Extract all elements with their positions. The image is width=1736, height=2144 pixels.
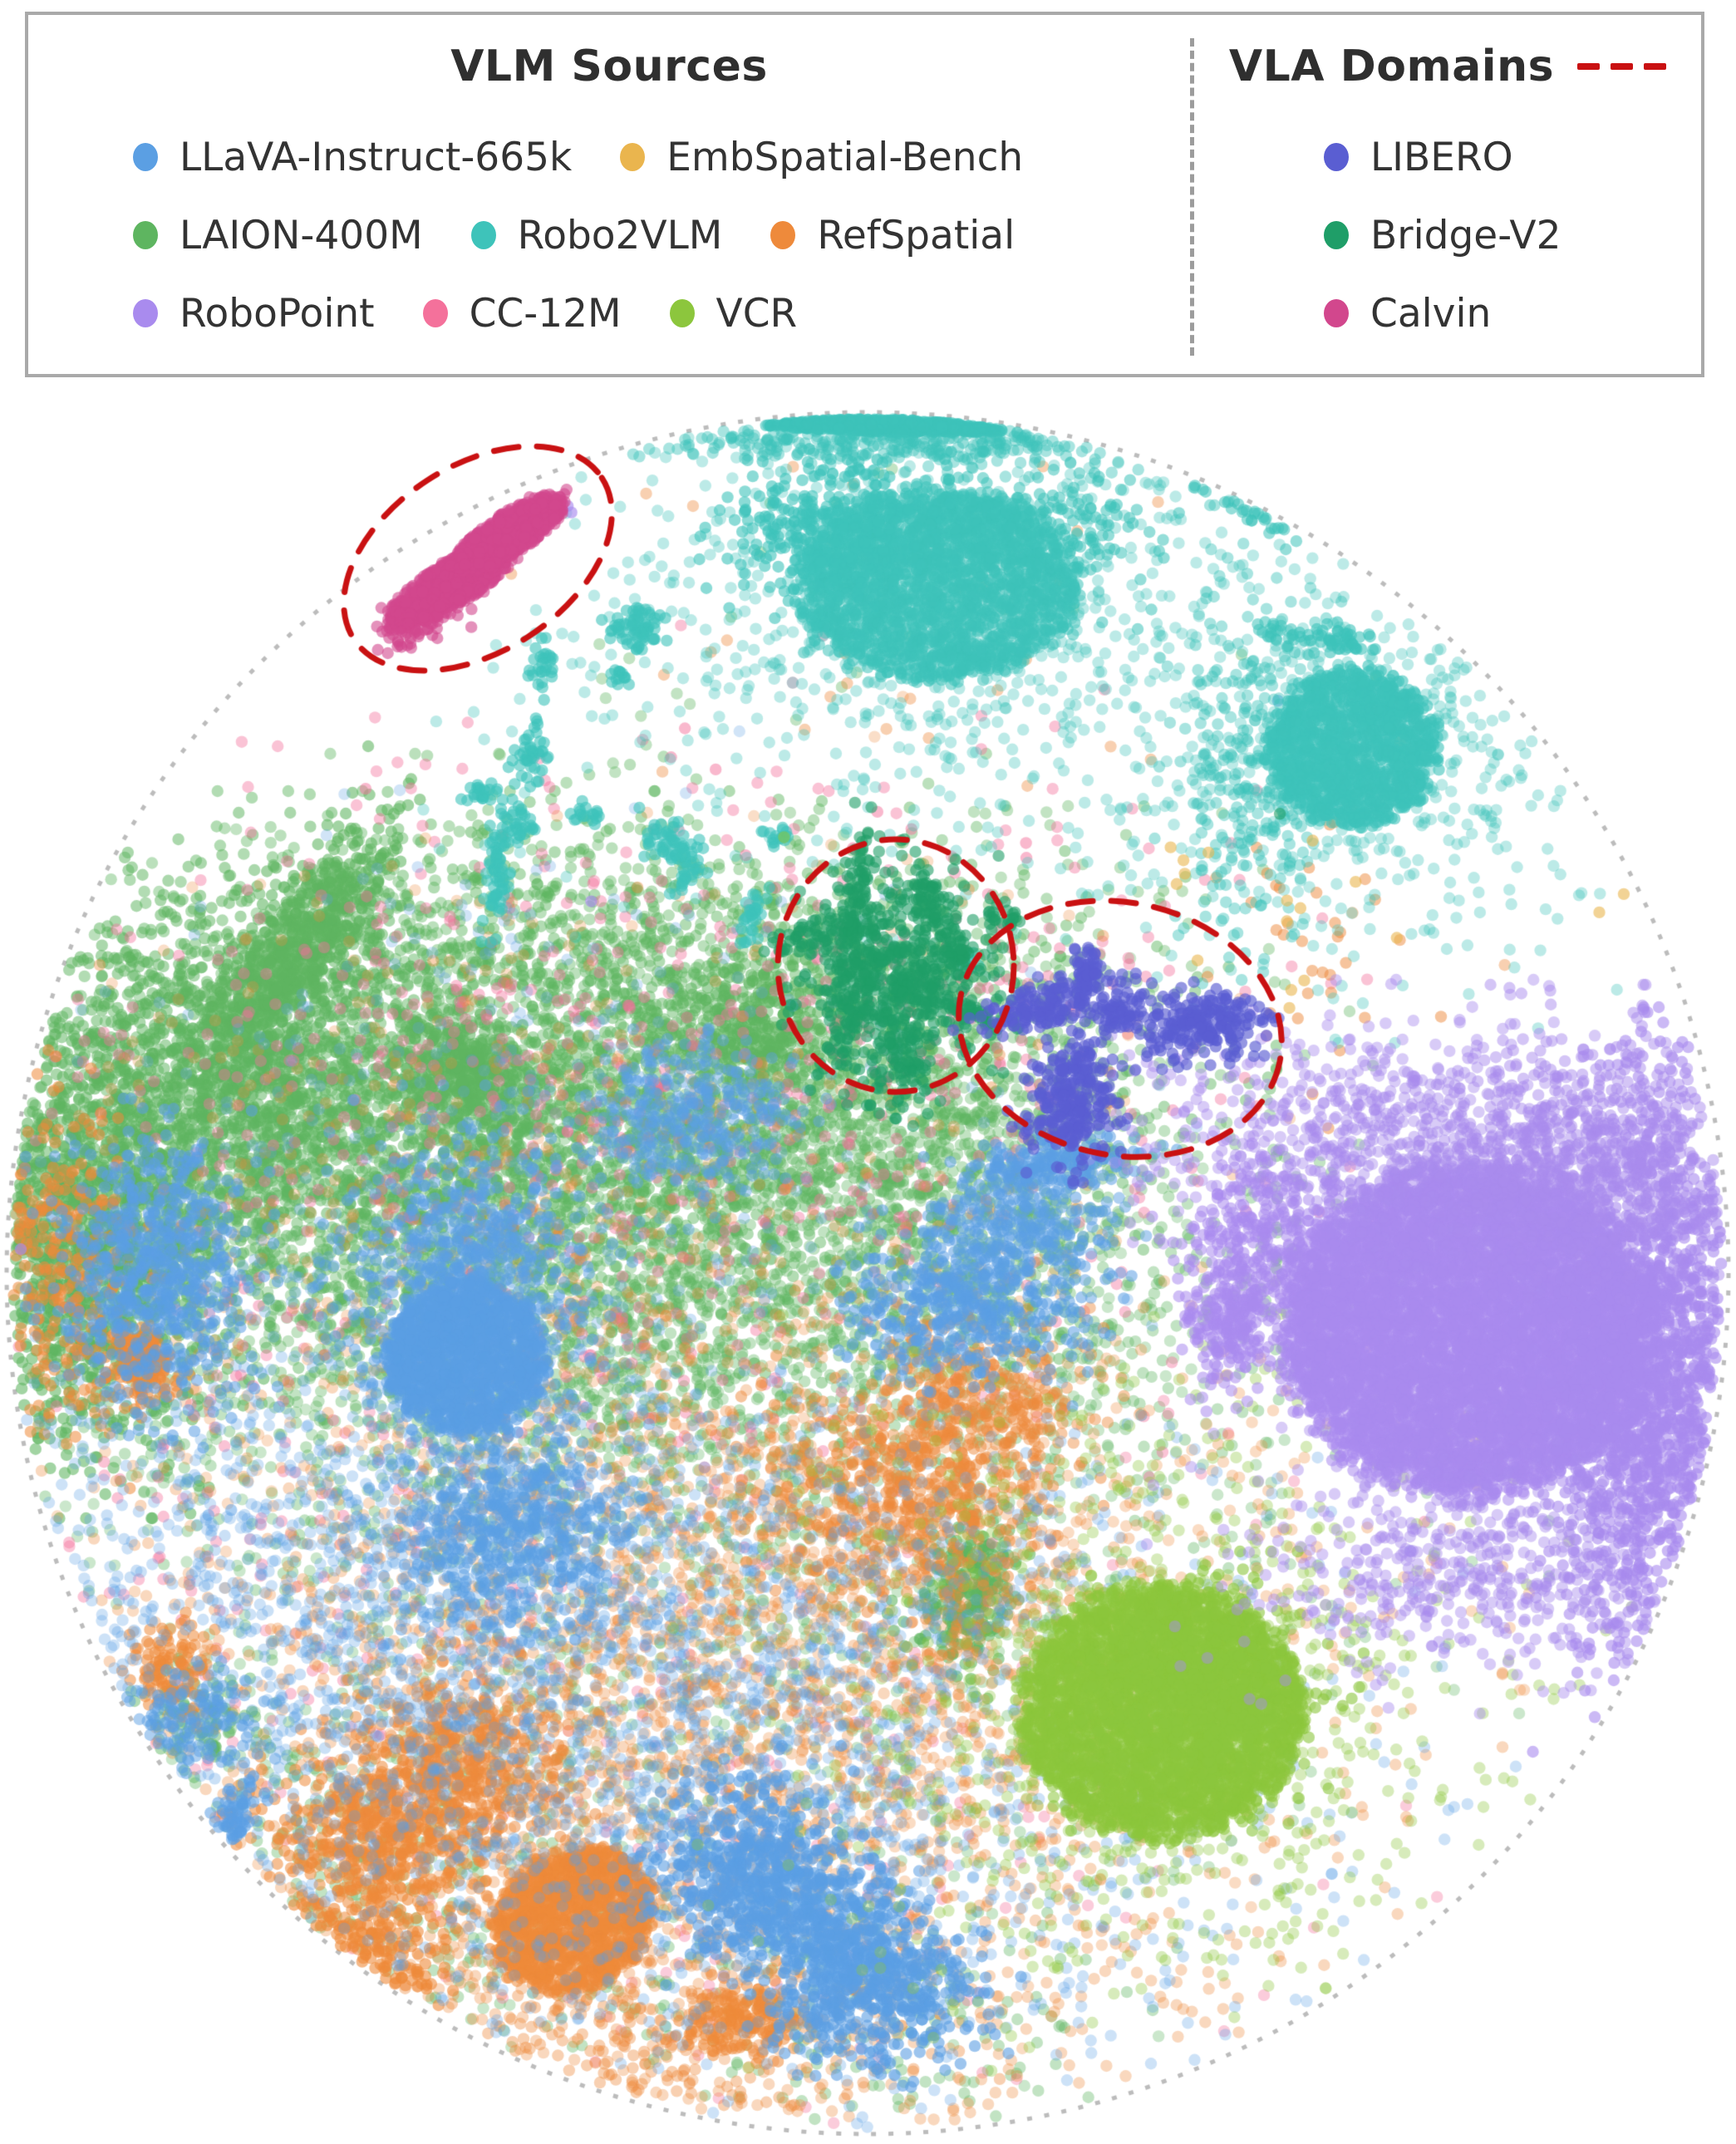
legend-row: Bridge-V2 [1194,196,1701,274]
calvin-dot-icon [1324,299,1349,327]
legend-item-llava: LLaVA-Instruct-665k [133,135,572,180]
llava-dot-icon [133,143,158,171]
refspatial-dot-icon [770,221,796,249]
libero-dot-icon [1324,143,1349,171]
legend-item-label: RoboPoint [180,290,375,337]
legend-row: LLaVA-Instruct-665k EmbSpatial-Bench [28,118,1190,196]
cc12m-dot-icon [422,299,448,327]
legend-item-label: LLaVA-Instruct-665k [180,134,573,180]
legend-item-label: VCR [716,290,798,337]
legend-item-bridge: Bridge-V2 [1324,213,1561,258]
legend-item-label: LAION-400M [180,212,423,258]
legend-item-label: LIBERO [1370,134,1513,180]
legend-box: VLM Sources LLaVA-Instruct-665k EmbSpati… [25,12,1704,377]
red-dashed-ellipse-sample-icon [1577,63,1667,70]
vcr-dot-icon [669,299,695,327]
legend-item-libero: LIBERO [1324,135,1513,180]
embspatial-dot-icon [620,143,646,171]
legend-title-row: VLA Domains [1194,37,1701,96]
legend-item-label: Robo2VLM [517,212,723,258]
legend-item-label: Calvin [1370,290,1492,337]
legend-row: LIBERO [1194,118,1701,196]
legend-divider [1190,38,1194,356]
legend-row: LAION-400M Robo2VLM RefSpatial [28,196,1190,274]
legend-item-robo2vlm: Robo2VLM [470,212,723,258]
dash-icon [1577,63,1601,70]
laion-dot-icon [133,221,158,249]
legend-item-robopoint: RoboPoint [133,291,375,337]
legend-item-vcr: VCR [669,290,798,337]
legend-item-label: CC-12M [469,290,622,337]
legend-row: Calvin [1194,274,1701,352]
dash-icon [1644,63,1667,70]
robopoint-dot-icon [133,299,158,327]
legend-title-vla-domains: VLA Domains [1228,42,1555,91]
legend-item-label: RefSpatial [817,212,1016,258]
legend-row: RoboPoint CC-12M VCR [28,274,1190,352]
legend-item-refspatial: RefSpatial [770,213,1015,258]
legend-item-label: EmbSpatial-Bench [666,134,1024,180]
bridge-dot-icon [1324,221,1349,249]
legend-item-embspatial: EmbSpatial-Bench [620,135,1023,180]
legend-item-calvin: Calvin [1324,291,1491,337]
robo2vlm-dot-icon [470,221,496,249]
legend-item-label: Bridge-V2 [1370,212,1561,258]
legend-item-laion: LAION-400M [133,213,423,258]
legend-section-vlm-sources: VLM Sources LLaVA-Instruct-665k EmbSpati… [28,15,1190,374]
legend-title-vlm-sources: VLM Sources [450,42,768,91]
dash-icon [1611,63,1634,70]
legend-item-cc12m: CC-12M [422,290,622,337]
legend-section-vla-domains: VLA Domains LIBERO Bridge-V2 Calvin [1194,15,1701,374]
legend-title-row: VLM Sources [28,37,1190,96]
